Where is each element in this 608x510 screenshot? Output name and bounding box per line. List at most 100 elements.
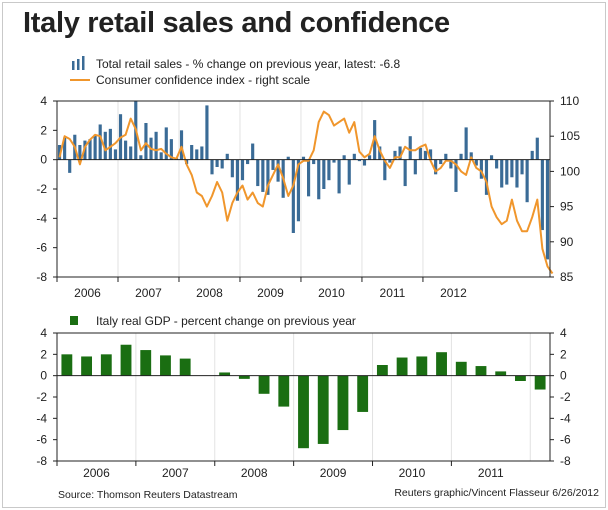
credit-note: Reuters graphic/Vincent Flasseur 6/26/20… [394,487,599,499]
gdp-bar [160,355,171,376]
gdp-bar [81,356,93,376]
retail-sales-bar [484,159,489,195]
legend-retail-swatch [72,61,75,70]
gdp-bar [455,361,467,376]
bottom-y2-tick-label: -4 [560,411,571,425]
gdp-bar [416,356,428,376]
retail-sales-bar [479,159,483,179]
bottom-x-tick-label: 2011 [478,466,504,480]
retail-sales-bar [246,159,250,165]
retail-confidence-panel: 2006 2007 2008 2009 2010 2011 2012 4 2 0 -2 -4 -6 -8 1… [36,56,580,300]
gdp-bar [337,375,349,431]
retail-sales-bar [403,159,407,187]
retail-sales-bar [489,155,494,160]
retail-sales-bar [261,159,265,192]
bottom-x-tick-label: 2008 [241,466,268,480]
retail-sales-bar [449,159,453,169]
bottom-y2-tick-label: -8 [560,454,571,468]
retail-sales-bar [200,146,204,160]
gdp-bar [120,344,132,376]
top-y-tick-label: 4 [40,94,47,108]
top-y2-tick-label: 85 [560,270,574,284]
retail-sales-bar [108,128,112,160]
legend-retail-swatch-3 [82,56,85,70]
legend-retail-swatch-2 [77,59,80,70]
retail-sales-bar [63,137,67,160]
retail-sales-bar [195,149,199,160]
gdp-panel: 2006 2007 2008 2009 2010 2011 4 4 2 2 0 0 -2 -2 -4 -4 -6… [36,314,571,480]
gdp-bar [357,375,369,412]
retail-sales-bar [220,159,224,169]
gdp-bar [298,375,309,449]
retail-sales-bar [164,127,168,160]
retail-sales-bar [500,159,504,188]
retail-sales-bar [459,153,463,160]
retail-sales-bar [378,146,382,160]
bottom-legend: Italy real GDP - percent change on previ… [70,314,356,328]
retail-sales-bar [240,159,245,181]
bottom-y-tick-label: -6 [36,433,47,447]
retail-sales-bar [190,145,194,160]
top-y-tick-label: -4 [36,211,47,225]
retail-sales-bar [388,159,392,163]
retail-sales-bar [179,130,184,160]
bottom-y-tick-label: 4 [40,326,47,340]
gdp-bar [258,375,270,394]
retail-sales-bar [505,159,509,185]
gdp-bar [495,371,507,376]
retail-sales-bar [332,159,336,163]
retail-sales-bar [337,159,341,194]
retail-sales-bars [57,101,550,260]
gdp-bar [534,375,546,390]
bottom-gridlines [135,333,531,461]
chart-title: Italy retail sales and confidence [23,7,450,39]
retail-sales-bar [103,131,107,160]
bottom-y-tick-label: -2 [36,390,47,404]
bottom-x-tick-label: 2010 [399,466,426,480]
retail-sales-bar [367,155,372,160]
gdp-bar [475,366,487,376]
retail-sales-bar [57,145,62,160]
retail-sales-bar [469,152,473,160]
retail-sales-bar [271,159,275,170]
retail-sales-bar [520,159,524,175]
bottom-y-tick-label: -8 [36,454,47,468]
gdp-bar [100,354,112,376]
top-x-tick-label: 2012 [440,286,467,300]
retail-sales-bar [78,145,82,160]
retail-sales-bar [276,159,280,182]
retail-sales-bar [124,140,128,160]
legend-gdp-label: Italy real GDP - percent change on previ… [96,314,356,328]
retail-sales-bar [296,159,300,222]
retail-sales-bar [144,123,148,160]
retail-sales-bar [418,147,422,160]
gdp-bar [140,350,152,376]
retail-sales-bar [68,159,72,173]
retail-sales-bar [515,159,519,188]
retail-sales-bar [408,136,412,160]
retail-sales-bar [383,159,387,181]
retail-sales-bar [129,146,133,160]
retail-sales-bar [251,143,255,160]
top-y-tick-label: 0 [40,153,47,167]
bottom-y-tick-label: -4 [36,411,47,425]
bottom-x-tick-label: 2007 [162,466,189,480]
retail-sales-bar [342,155,346,160]
top-axis-ticks: 2006 2007 2008 2009 2010 2011 2012 4 2 0 -2 -4 -6 -8 1… [36,94,580,300]
retail-sales-bar [113,149,118,160]
legend-retail-label: Total retail sales - % change on previou… [96,57,400,71]
gdp-bar [219,372,231,376]
gdp-bar [61,354,73,376]
retail-sales-bar [210,159,214,175]
retail-sales-bar [291,159,295,233]
retail-sales-bar [398,146,402,160]
retail-sales-bar [454,159,458,192]
retail-sales-bar [474,159,478,166]
retail-sales-bar [301,156,306,160]
retail-sales-bar [286,156,290,160]
confidence-line [58,110,554,275]
retail-sales-bar [413,159,417,175]
top-y2-tick-label: 105 [560,129,580,143]
retail-sales-bar [256,159,260,187]
